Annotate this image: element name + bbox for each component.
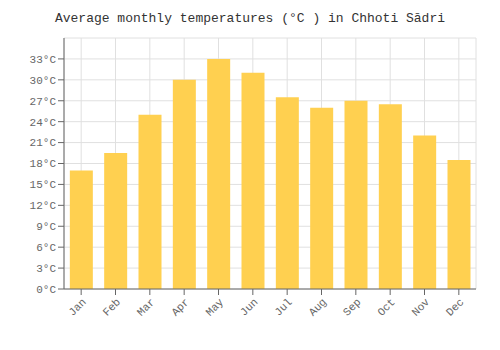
- svg-text:27°C: 27°C: [30, 96, 57, 108]
- svg-text:Jun: Jun: [238, 296, 260, 318]
- svg-text:3°C: 3°C: [36, 263, 56, 275]
- svg-text:18°C: 18°C: [30, 158, 57, 170]
- svg-text:Sep: Sep: [341, 296, 363, 318]
- svg-text:Aug: Aug: [307, 296, 329, 318]
- svg-text:6°C: 6°C: [36, 242, 56, 254]
- svg-text:33°C: 33°C: [30, 54, 57, 66]
- svg-text:15°C: 15°C: [30, 179, 57, 191]
- svg-text:9°C: 9°C: [36, 221, 56, 233]
- svg-text:Feb: Feb: [101, 296, 123, 318]
- svg-text:Jan: Jan: [66, 296, 88, 318]
- html-text:Average monthly temperatures (: Average monthly temperatures (°C ) in Ch…: [55, 11, 445, 26]
- svg-text:Nov: Nov: [410, 296, 433, 319]
- svg-text:Oct: Oct: [375, 296, 397, 318]
- svg-text:24°C: 24°C: [30, 117, 57, 129]
- svg-text:Apr: Apr: [169, 296, 191, 318]
- svg-text:0°C: 0°C: [36, 284, 56, 296]
- svg-text:21°C: 21°C: [30, 137, 57, 149]
- svg-text:12°C: 12°C: [30, 200, 57, 212]
- svg-text:Mar: Mar: [135, 296, 157, 318]
- svg-text:Dec: Dec: [444, 296, 466, 318]
- svg-text:May: May: [204, 296, 227, 319]
- svg-text:Jul: Jul: [272, 296, 294, 318]
- svg-text:30°C: 30°C: [30, 75, 57, 87]
